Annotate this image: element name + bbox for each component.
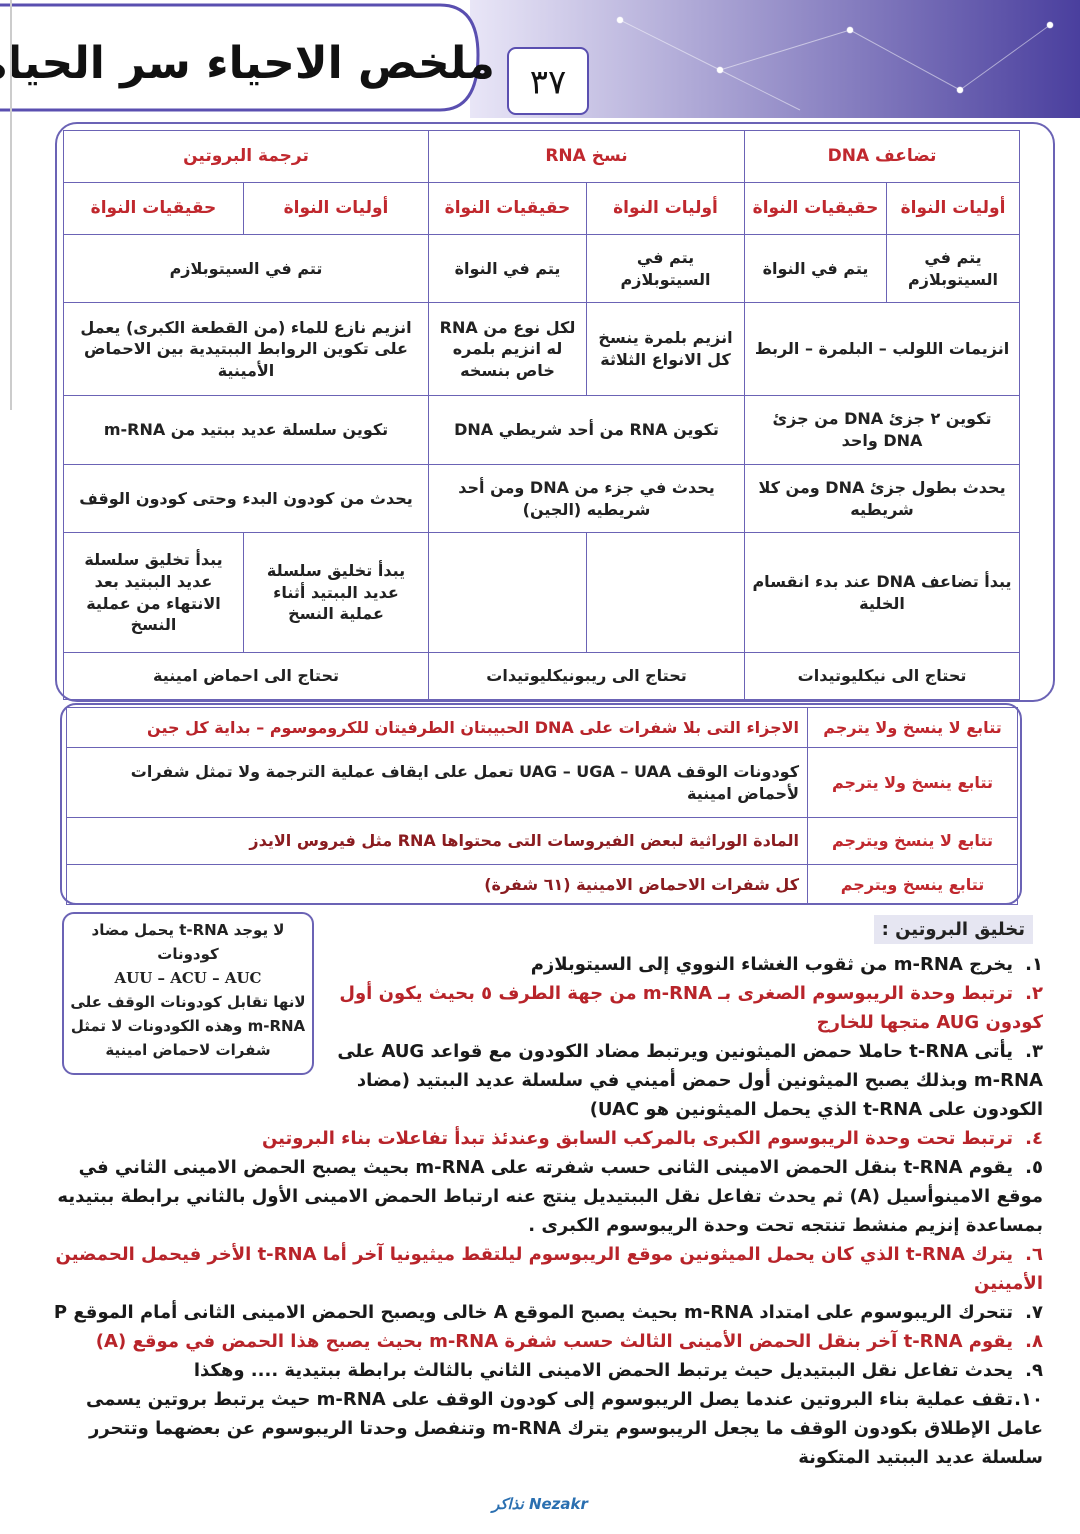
step-number: ٣.: [1025, 1041, 1043, 1062]
header-cell: نسخ RNA: [428, 130, 745, 183]
protein-synthesis: لا يوجد t-RNA يحمل مضاد كودونات AUU – AC…: [48, 912, 1043, 1472]
empty-cell: [428, 532, 587, 653]
step: ٣.يأتى t-RNA حاملا حمض الميثونين ويرتبط …: [48, 1037, 1043, 1124]
comparison-table: تضاعف DNA نسخ RNA ترجمة البروتين أوليات ال…: [55, 122, 1055, 702]
step-text: يقوم t-RNA بنقل الحمض الامينى الثانى حسب…: [57, 1157, 1043, 1236]
step: ٥.يقوم t-RNA بنقل الحمض الامينى الثانى ح…: [48, 1153, 1043, 1240]
table: تضاعف DNA نسخ RNA ترجمة البروتين أوليات ال…: [63, 130, 1021, 700]
label-cell: تتابع لا ينسخ ولا يترجم: [807, 707, 1018, 748]
section-heading: تخليق البروتين :: [873, 915, 1033, 944]
step-number: ٢.: [1025, 983, 1043, 1004]
table: تتابع لا ينسخ ولا يترجم الاجزاء التى بلا …: [66, 707, 1018, 905]
step-number: ٨.: [1025, 1331, 1043, 1352]
cell: يتم في السيتوبلازم: [586, 234, 745, 303]
cell: لكل نوع من RNA له انزيم بلمره خاص بنسخه: [428, 302, 587, 396]
step-text: يأتى t-RNA حاملا حمض الميثونين ويرتبط مض…: [337, 1041, 1043, 1120]
step-text: ترتبط وحدة الريبوسوم الصغرى بـ m-RNA من …: [339, 983, 1043, 1033]
step-text: تقف عملية بناء البروتين عندما يصل الريبو…: [86, 1389, 1043, 1468]
cell: تحتاج الى نيكليوتيدات: [743, 652, 1021, 700]
step-text: يحدث تفاعل نقل الببتيديل حيث يرتبط الحمض…: [193, 1360, 1013, 1381]
step-text: يخرج m-RNA من ثقوب الغشاء النووي إلى الس…: [530, 954, 1013, 975]
subheader-cell: حقيقيات النواة: [63, 182, 244, 235]
step-number: ٤.: [1025, 1128, 1043, 1149]
cell: يحدث بطول جزئ DNA ومن كلا شريطيه: [743, 464, 1021, 533]
step-text: يترك t-RNA الذي كان يحمل الميثونين موقع …: [55, 1244, 1043, 1294]
step-number: ٥.: [1025, 1157, 1043, 1178]
cell: يبدأ تخليق سلسلة عديد الببتيد أثناء عملي…: [243, 532, 429, 653]
cell: الاجزاء التى بلا شفرات على DNA الحبيبتان…: [66, 707, 808, 748]
cell: يحدث في جزء من DNA ومن أحد شريطيه (الجين…: [428, 464, 745, 533]
step-number: ٩.: [1025, 1360, 1043, 1381]
cell: انزيمات اللولب – البلمرة – الربط: [743, 302, 1021, 396]
cell: يتم في السيتوبلازم: [886, 234, 1021, 303]
label-cell: تتابع ينسخ ولا يترجم: [807, 747, 1018, 818]
cell: انزيم نازع للماء (من القطعة الكبرى) يعمل…: [63, 302, 429, 396]
cell: تكوين ٢ جزئ DNA من جزئ DNA واحد: [743, 395, 1021, 465]
step: ١٠.تقف عملية بناء البروتين عندما يصل الر…: [48, 1385, 1043, 1472]
step-text: تتحرك الريبوسوم على امتداد m-RNA بحيث يص…: [53, 1302, 1013, 1323]
cell: كل شفرات الاحماض الامينية (٦١ شفرة): [66, 864, 808, 905]
cell: تكوين سلسلة عديد ببتيد من m-RNA: [63, 395, 429, 465]
header-band: ملخص الاحياء سر الحياة ٣٧: [0, 0, 1080, 118]
empty-cell: [586, 532, 745, 653]
header-cell: ترجمة البروتين: [63, 130, 429, 183]
scroll-edge: [10, 0, 12, 410]
cell: كودونات الوقف UAG – UGA – UAA تعمل على ا…: [66, 747, 808, 818]
step-number: ٧.: [1025, 1302, 1043, 1323]
cell: يتم في النواة: [743, 234, 888, 303]
step: ١. يخرج m-RNA من ثقوب الغشاء النووي إلى ا…: [48, 950, 1043, 979]
subheader-cell: أوليات النواة: [586, 182, 745, 235]
step-number: ٦.: [1025, 1244, 1043, 1265]
note-line: لانها تقابل كودونات الوقف على m-RNA وهذه…: [70, 993, 306, 1059]
step-number: ١.: [1025, 954, 1043, 975]
sequence-table: تتابع لا ينسخ ولا يترجم الاجزاء التى بلا …: [60, 703, 1022, 905]
step: ٤. ترتبط تحت وحدة الريبوسوم الكبرى بالمرك…: [48, 1124, 1043, 1153]
step-number: ١٠.: [1014, 1389, 1043, 1410]
note-box: لا يوجد t-RNA يحمل مضاد كودونات AUU – AC…: [62, 912, 314, 1075]
step: ٩. يحدث تفاعل نقل الببتيديل حيث يرتبط الح…: [48, 1356, 1043, 1385]
cell: تحتاج الى ريبونيكليوتيدات: [428, 652, 745, 700]
note-line: لا يوجد t-RNA يحمل مضاد كودونات: [91, 921, 285, 963]
subheader-cell: أوليات النواة: [886, 182, 1021, 235]
cell: تحتاج الى احماض امينية: [63, 652, 429, 700]
step: ٨. يقوم t-RNA آخر بنقل الحمض الأمينى الثا…: [48, 1327, 1043, 1356]
cell: يبدأ تخليق سلسلة عديد الببتيد بعد الانته…: [63, 532, 244, 653]
cell: يحدث من كودون البدء وحتى كودون الوقف: [63, 464, 429, 533]
cell: انزيم بلمرة ينسخ كل الانواع الثلاثة: [586, 302, 745, 396]
subheader-cell: أوليات النواة: [243, 182, 429, 235]
subheader-cell: حقيقيات النواة: [743, 182, 888, 235]
label-cell: تتابع ينسخ ويترجم: [807, 864, 1018, 905]
page-number: ٣٧: [530, 63, 567, 103]
cell: يبدأ تضاعف DNA عند بدء انقسام الخلية: [743, 532, 1021, 653]
step-text: ترتبط تحت وحدة الريبوسوم الكبرى بالمركب …: [261, 1128, 1013, 1149]
label-cell: تتابع لا ينسخ ويترجم: [807, 817, 1018, 865]
step: ٢.ترتبط وحدة الريبوسوم الصغرى بـ m-RNA م…: [48, 979, 1043, 1037]
note-line: AUU – ACU – AUC: [114, 969, 262, 987]
cell: يتم في النواة: [428, 234, 587, 303]
steps: ١. يخرج m-RNA من ثقوب الغشاء النووي إلى ا…: [48, 950, 1043, 1472]
step: ٧. تتحرك الريبوسوم على امتداد m-RNA بحيث …: [48, 1298, 1043, 1327]
subheader-cell: حقيقيات النواة: [428, 182, 587, 235]
step: ٦.يترك t-RNA الذي كان يحمل الميثونين موق…: [48, 1240, 1043, 1298]
cell: المادة الوراثية لبعض الفيروسات التى محتو…: [66, 817, 808, 865]
logo: Nezakr نذاكر: [492, 1495, 588, 1513]
title: ملخص الاحياء سر الحياة: [0, 38, 495, 89]
header-cell: تضاعف DNA: [743, 130, 1021, 183]
cell: تتم في السيتوبلازم: [63, 234, 429, 303]
step-text: يقوم t-RNA آخر بنقل الحمض الأمينى الثالث…: [95, 1331, 1013, 1352]
cell: تكوين RNA من أحد شريطي DNA: [428, 395, 745, 465]
